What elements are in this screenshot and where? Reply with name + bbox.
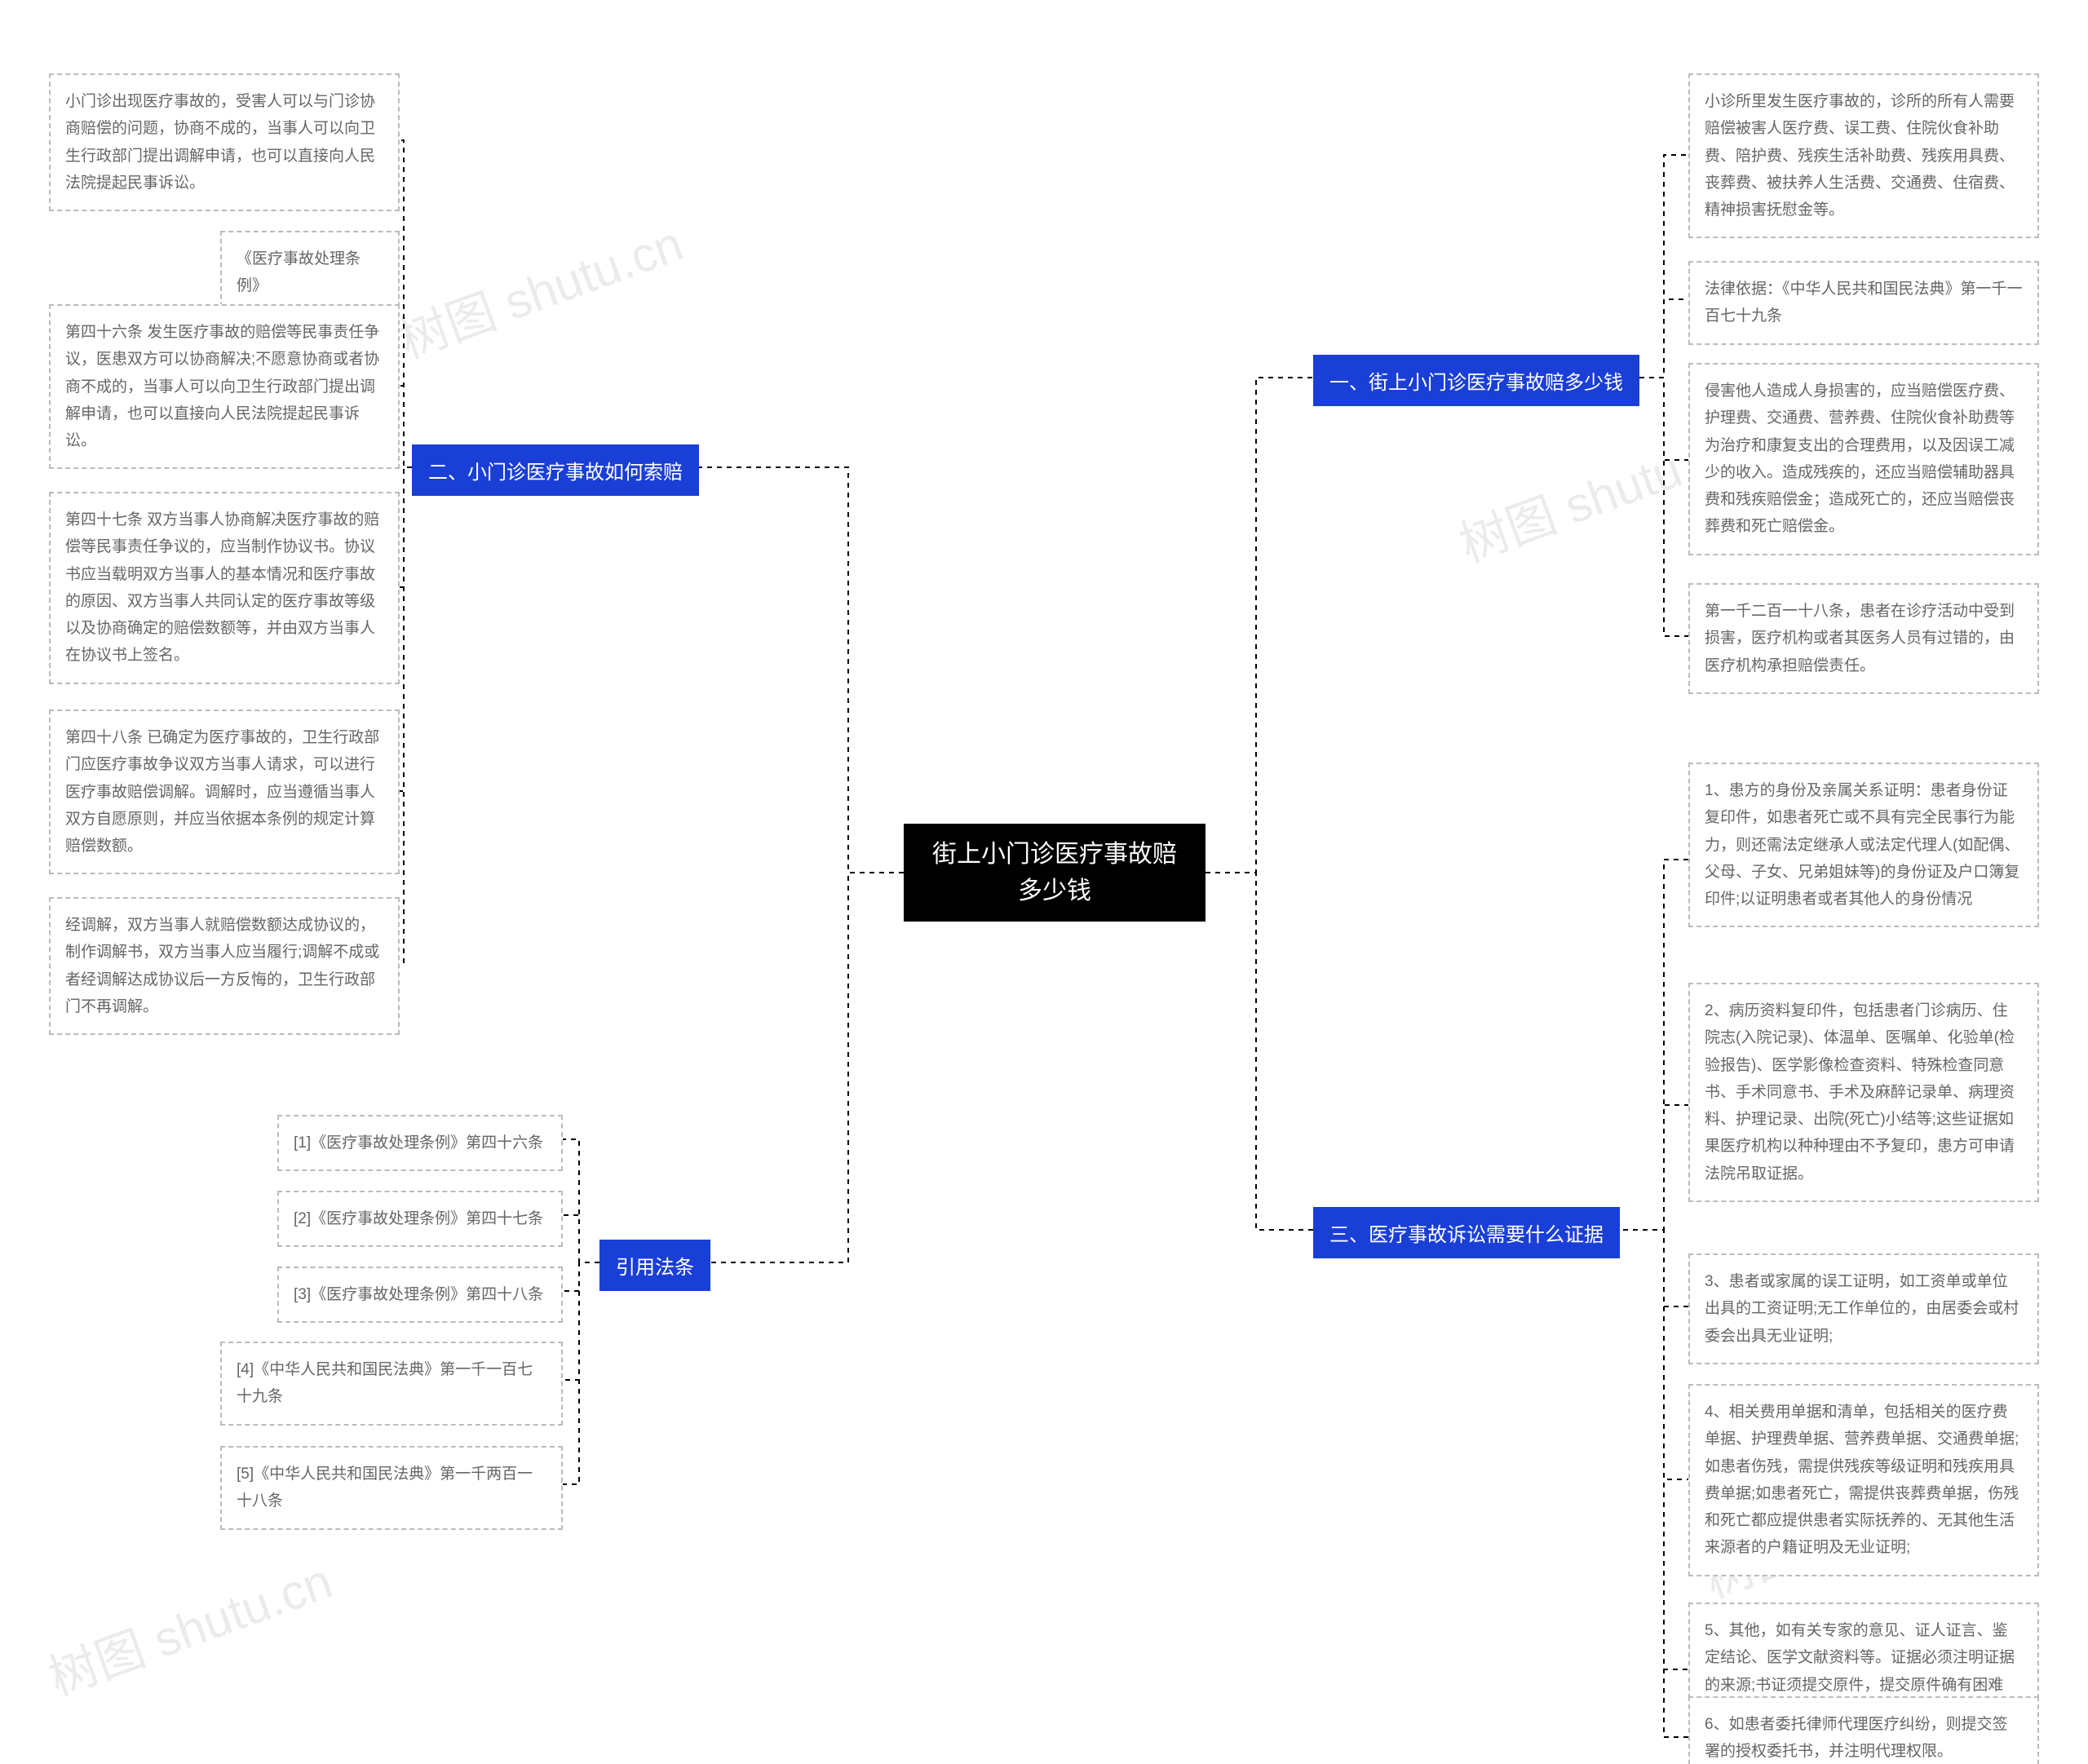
leaf-node[interactable]: 3、患者或家属的误工证明，如工资单或单位出具的工资证明;无工作单位的，由居委会或… — [1688, 1253, 2039, 1364]
leaf-node[interactable]: 第四十八条 已确定为医疗事故的，卫生行政部门应医疗事故争议双方当事人请求，可以进… — [49, 710, 400, 874]
leaf-text: 4、相关费用单据和清单，包括相关的医疗费单据、护理费单据、营养费单据、交通费单据… — [1705, 1404, 2019, 1556]
leaf-node[interactable]: 2、病历资料复印件，包括患者门诊病历、住院志(入院记录)、体温单、医嘱单、化验单… — [1688, 983, 2039, 1202]
leaf-text: 小诊所里发生医疗事故的，诊所的所有人需要赔偿被害人医疗费、误工费、住院伙食补助费… — [1705, 93, 2015, 219]
leaf-text: 侵害他人造成人身损害的，应当赔偿医疗费、护理费、交通费、营养费、住院伙食补助费等… — [1705, 382, 2015, 535]
leaf-text: [5]《中华人民共和国民法典》第一千两百一十八条 — [237, 1466, 533, 1510]
topic-node-2[interactable]: 二、小门诊医疗事故如何索赔 — [412, 444, 699, 496]
leaf-node[interactable]: 小诊所里发生医疗事故的，诊所的所有人需要赔偿被害人医疗费、误工费、住院伙食补助费… — [1688, 73, 2039, 238]
leaf-text: 6、如患者委托律师代理医疗纠纷，则提交签署的授权委托书，并注明代理权限。 — [1705, 1716, 2008, 1760]
leaf-node[interactable]: [4]《中华人民共和国民法典》第一千一百七十九条 — [220, 1342, 563, 1426]
leaf-node[interactable]: [1]《医疗事故处理条例》第四十六条 — [277, 1115, 563, 1171]
leaf-node[interactable]: [2]《医疗事故处理条例》第四十七条 — [277, 1191, 563, 1247]
topic-label: 一、街上小门诊医疗事故赔多少钱 — [1329, 366, 1623, 395]
leaf-text: [1]《医疗事故处理条例》第四十六条 — [294, 1134, 543, 1152]
leaf-node[interactable]: 1、患方的身份及亲属关系证明：患者身份证复印件，如患者死亡或不具有完全民事行为能… — [1688, 763, 2039, 927]
topic-label: 引用法条 — [616, 1251, 694, 1280]
leaf-node[interactable]: 6、如患者委托律师代理医疗纠纷，则提交签署的授权委托书，并注明代理权限。 — [1688, 1696, 2039, 1764]
leaf-text: 经调解，双方当事人就赔偿数额达成协议的，制作调解书，双方当事人应当履行;调解不成… — [65, 917, 379, 1015]
leaf-node[interactable]: 《医疗事故处理条例》 — [220, 231, 400, 315]
leaf-text: 2、病历资料复印件，包括患者门诊病历、住院志(入院记录)、体温单、医嘱单、化验单… — [1705, 1002, 2015, 1183]
leaf-text: [2]《医疗事故处理条例》第四十七条 — [294, 1210, 543, 1227]
leaf-text: 小门诊出现医疗事故的，受害人可以与门诊协商赔偿的问题，协商不成的，当事人可以向卫… — [65, 93, 375, 192]
watermark: 树图 shutu.cn — [388, 204, 691, 372]
topic-node-1[interactable]: 一、街上小门诊医疗事故赔多少钱 — [1313, 355, 1639, 406]
watermark: 树图 shutu.cn — [38, 1541, 340, 1709]
center-label: 街上小门诊医疗事故赔多少钱 — [928, 836, 1181, 909]
topic-label: 三、医疗事故诉讼需要什么证据 — [1329, 1218, 1604, 1247]
leaf-node[interactable]: [3]《医疗事故处理条例》第四十八条 — [277, 1267, 563, 1323]
leaf-text: 1、患方的身份及亲属关系证明：患者身份证复印件，如患者死亡或不具有完全民事行为能… — [1705, 782, 2019, 908]
leaf-node[interactable]: 4、相关费用单据和清单，包括相关的医疗费单据、护理费单据、营养费单据、交通费单据… — [1688, 1384, 2039, 1576]
topic-node-4[interactable]: 引用法条 — [599, 1240, 710, 1291]
leaf-text: 第四十七条 双方当事人协商解决医疗事故的赔偿等民事责任争议的，应当制作协议书。协… — [65, 511, 379, 664]
leaf-node[interactable]: 第四十六条 发生医疗事故的赔偿等民事责任争议，医患双方可以协商解决;不愿意协商或… — [49, 304, 400, 469]
leaf-node[interactable]: 经调解，双方当事人就赔偿数额达成协议的，制作调解书，双方当事人应当履行;调解不成… — [49, 897, 400, 1035]
leaf-node[interactable]: 法律依据：《中华人民共和国民法典》第一千一百七十九条 — [1688, 261, 2039, 345]
leaf-node[interactable]: [5]《中华人民共和国民法典》第一千两百一十八条 — [220, 1446, 563, 1530]
leaf-node[interactable]: 小门诊出现医疗事故的，受害人可以与门诊协商赔偿的问题，协商不成的，当事人可以向卫… — [49, 73, 400, 211]
leaf-node[interactable]: 第四十七条 双方当事人协商解决医疗事故的赔偿等民事责任争议的，应当制作协议书。协… — [49, 492, 400, 684]
leaf-text: 法律依据：《中华人民共和国民法典》第一千一百七十九条 — [1705, 281, 2023, 325]
topic-node-3[interactable]: 三、医疗事故诉讼需要什么证据 — [1313, 1207, 1620, 1258]
leaf-text: 第四十六条 发生医疗事故的赔偿等民事责任争议，医患双方可以协商解决;不愿意协商或… — [65, 324, 379, 449]
leaf-text: 第四十八条 已确定为医疗事故的，卫生行政部门应医疗事故争议双方当事人请求，可以进… — [65, 729, 379, 855]
topic-label: 二、小门诊医疗事故如何索赔 — [428, 456, 683, 484]
leaf-text: [3]《医疗事故处理条例》第四十八条 — [294, 1286, 543, 1303]
center-node[interactable]: 街上小门诊医疗事故赔多少钱 — [904, 824, 1205, 922]
leaf-node[interactable]: 第一千二百一十八条，患者在诊疗活动中受到损害，医疗机构或者其医务人员有过错的，由… — [1688, 583, 2039, 694]
leaf-text: 第一千二百一十八条，患者在诊疗活动中受到损害，医疗机构或者其医务人员有过错的，由… — [1705, 603, 2015, 674]
leaf-text: 《医疗事故处理条例》 — [237, 250, 361, 294]
leaf-text: 3、患者或家属的误工证明，如工资单或单位出具的工资证明;无工作单位的，由居委会或… — [1705, 1273, 2019, 1345]
leaf-node[interactable]: 侵害他人造成人身损害的，应当赔偿医疗费、护理费、交通费、营养费、住院伙食补助费等… — [1688, 363, 2039, 555]
leaf-text: [4]《中华人民共和国民法典》第一千一百七十九条 — [237, 1361, 533, 1405]
